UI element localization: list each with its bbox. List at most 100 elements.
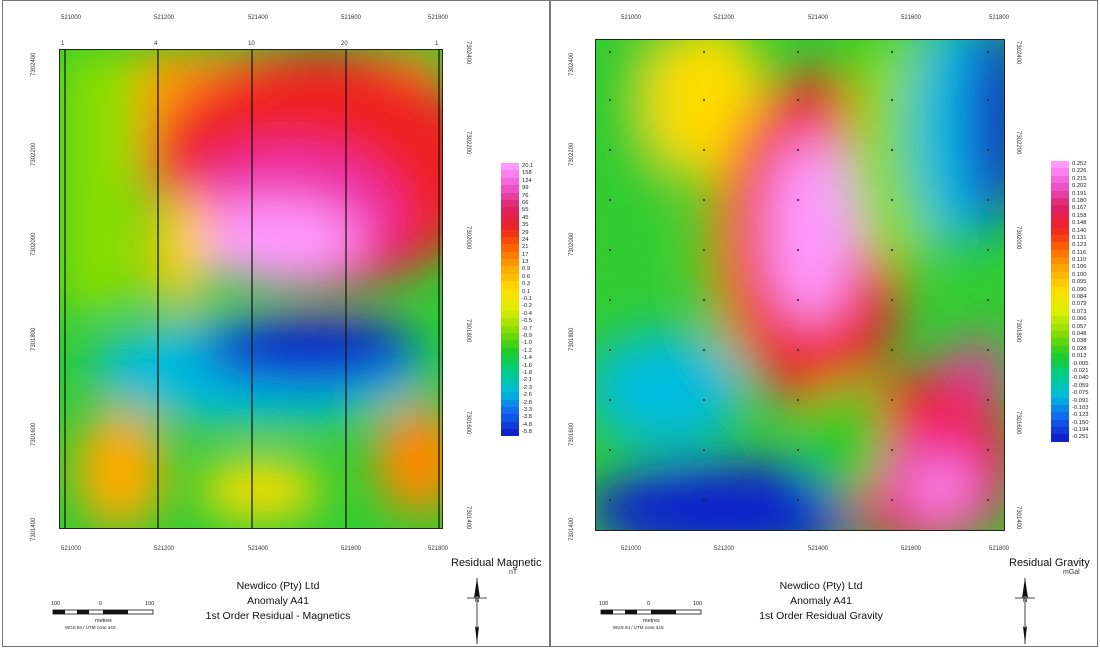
legend-entry: 0.9 <box>501 266 533 274</box>
y-tick: 7301800 <box>465 319 471 343</box>
y-tick: 7302400 <box>465 41 471 65</box>
legend-value: -0.005 <box>1072 360 1089 367</box>
y-tick: 7301600 <box>1015 411 1021 435</box>
legend-value: -0.4 <box>522 310 532 317</box>
legend-swatch <box>1051 286 1069 295</box>
legend-entry: -0.9 <box>501 332 533 341</box>
legend-value: -0.194 <box>1072 427 1089 434</box>
legend-swatch <box>501 369 519 378</box>
legend-swatch <box>501 199 519 208</box>
legend-value: 0.090 <box>1072 286 1087 293</box>
legend-value: 0.095 <box>1072 279 1087 286</box>
legend-entry: 0.123 <box>1051 242 1088 250</box>
legend-entry: 0.028 <box>1051 345 1088 354</box>
legend-value: -0.2 <box>522 303 532 310</box>
legend-entry: 124 <box>501 177 533 186</box>
legend-swatch <box>1051 205 1069 213</box>
magnetics-color-legend: 20.1 158 124 99 76 66 55 45 35 29 24 21 17 13 0.9 0.6 0.… <box>501 163 533 437</box>
legend-entry: 24 <box>501 236 533 245</box>
y-tick: 7302000 <box>1015 226 1021 250</box>
legend-entry: -0.4 <box>501 310 533 319</box>
legend-entry: -0.103 <box>1051 404 1089 413</box>
gravity-map[interactable] <box>595 39 1005 531</box>
legend-value: 0.084 <box>1072 294 1087 301</box>
legend-swatch <box>501 392 519 400</box>
scale-bar: 100 0 100 metres WGS 84 / UTM zone 34S <box>51 601 161 631</box>
legend-swatch <box>501 384 519 393</box>
legend-value: 76 <box>522 192 529 199</box>
legend-value: -0.9 <box>522 332 532 339</box>
company-name: Newdico (Pty) Ltd <box>779 580 863 592</box>
legend-swatch <box>501 281 519 289</box>
legend-entry: 21 <box>501 244 533 252</box>
scale-unit: metres <box>643 618 660 624</box>
legend-swatch <box>1051 271 1069 280</box>
legend-value: -2.6 <box>522 392 532 399</box>
map-title-block: Newdico (Pty) Ltd Anomaly A41 1st Order … <box>148 579 408 624</box>
legend-value: -0.075 <box>1072 390 1089 397</box>
x-tick: 521000 <box>61 15 82 21</box>
legend-entry: 0.140 <box>1051 227 1088 235</box>
x-tick: 521800 <box>428 15 449 21</box>
map-subtitle: 1st Order Residual - Magnetics <box>205 610 351 622</box>
scale-label: 0 <box>647 601 651 607</box>
legend-swatch <box>1051 345 1069 354</box>
x-tick: 521200 <box>154 15 175 21</box>
projection-note: WGS 84 / UTM zone 34S <box>65 625 116 630</box>
legend-swatch <box>1051 367 1069 376</box>
north-arrow-icon: N <box>465 576 489 646</box>
scale-unit: metres <box>95 618 112 624</box>
y-tick: 7301800 <box>569 327 575 351</box>
north-arrow-icon: N <box>1013 576 1037 646</box>
legend-value: 0.148 <box>1072 220 1087 227</box>
x-tick: 521000 <box>621 15 642 21</box>
legend-value: 0.013 <box>1072 353 1087 360</box>
legend-swatch <box>501 414 519 422</box>
x-tick: 521000 <box>61 546 82 552</box>
legend-value: 124 <box>522 177 532 184</box>
legend-swatch <box>1051 338 1069 346</box>
legend-entry: 0.3 <box>501 281 533 289</box>
legend-value: 0.9 <box>522 266 531 273</box>
legend-entry: 45 <box>501 214 533 223</box>
legend-entry: 0.073 <box>1051 308 1088 317</box>
legend-value: 0.1 <box>522 288 531 295</box>
gravity-stations <box>609 51 989 501</box>
legend-swatch <box>501 377 519 385</box>
legend-entry: -5.8 <box>501 429 533 437</box>
magnetics-map-surface <box>60 50 442 528</box>
magnetics-map[interactable] <box>59 49 443 529</box>
legend-entry: 0.167 <box>1051 205 1088 213</box>
legend-value: -1.0 <box>522 340 532 347</box>
legend-swatch <box>1051 220 1069 228</box>
legend-value: 0.158 <box>1072 212 1087 219</box>
legend-swatch <box>501 207 519 215</box>
x-tick: 521200 <box>714 15 735 21</box>
legend-value: -0.103 <box>1072 404 1089 411</box>
line-label: 1 <box>435 41 439 47</box>
legend-value: 0.3 <box>522 281 531 288</box>
legend-value: 0.106 <box>1072 264 1087 271</box>
legend-value: 45 <box>522 214 529 221</box>
y-tick: 7301600 <box>569 422 575 446</box>
line-label: 20 <box>341 41 348 47</box>
y-tick: 7301400 <box>569 517 575 541</box>
legend-entry: -2.6 <box>501 392 533 400</box>
legend-swatch <box>501 185 519 193</box>
legend-entry: -0.150 <box>1051 419 1088 428</box>
legend-entry: -0.075 <box>1051 390 1089 398</box>
legend-value: -5.8 <box>522 429 532 436</box>
x-tick: 521600 <box>341 15 362 21</box>
legend-swatch <box>1051 330 1069 339</box>
legend-swatch <box>1051 301 1069 309</box>
line-label: 1 <box>61 41 65 47</box>
legend-entry: 0.084 <box>1051 294 1088 302</box>
legend-swatch <box>1051 323 1069 331</box>
x-tick: 521400 <box>248 15 269 21</box>
legend-entry: 0.6 <box>501 273 533 282</box>
legend-value: -2.8 <box>522 399 532 406</box>
legend-entry: 158 <box>501 170 533 178</box>
legend-swatch <box>501 421 519 430</box>
legend-swatch <box>501 273 519 282</box>
projection-note: WGS 84 / UTM zone 34S <box>613 625 664 630</box>
